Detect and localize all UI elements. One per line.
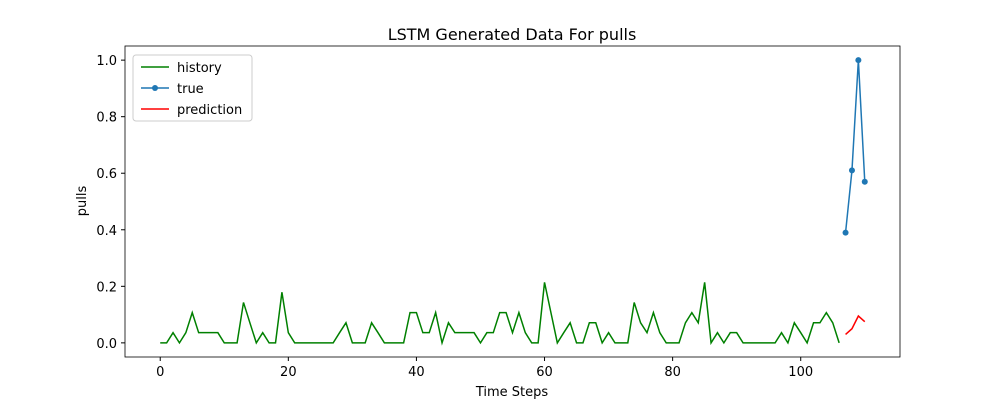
x-tick-label: 40: [408, 365, 425, 380]
x-tick-label: 0: [156, 365, 164, 380]
point: [842, 229, 849, 236]
x-tick-label: 80: [664, 365, 681, 380]
legend-label: true: [177, 82, 204, 97]
legend-marker: [152, 85, 158, 91]
y-tick-label: 0.6: [96, 167, 117, 182]
legend-label: prediction: [177, 103, 242, 118]
x-axis-label: Time Steps: [475, 385, 549, 400]
y-tick-label: 0.4: [96, 224, 117, 239]
point: [848, 167, 855, 174]
y-axis-label: pulls: [75, 186, 90, 217]
series-line: [844, 60, 866, 233]
y-tick-label: 0.0: [96, 337, 117, 352]
x-tick-label: 100: [788, 365, 813, 380]
y-tick-label: 1.0: [96, 54, 117, 69]
chart-title: LSTM Generated Data For pulls: [388, 25, 637, 44]
x-tick-label: 20: [280, 365, 297, 380]
y-tick-label: 0.2: [96, 280, 117, 295]
series-line: [160, 282, 840, 346]
legend-box: [132, 54, 253, 122]
point: [855, 57, 862, 64]
x-tick-label: 60: [536, 365, 553, 380]
plot-frame: [124, 45, 901, 358]
series-line: [845, 314, 866, 335]
legend-label: history: [177, 61, 222, 76]
y-tick-label: 0.8: [96, 111, 117, 126]
point: [861, 178, 868, 185]
